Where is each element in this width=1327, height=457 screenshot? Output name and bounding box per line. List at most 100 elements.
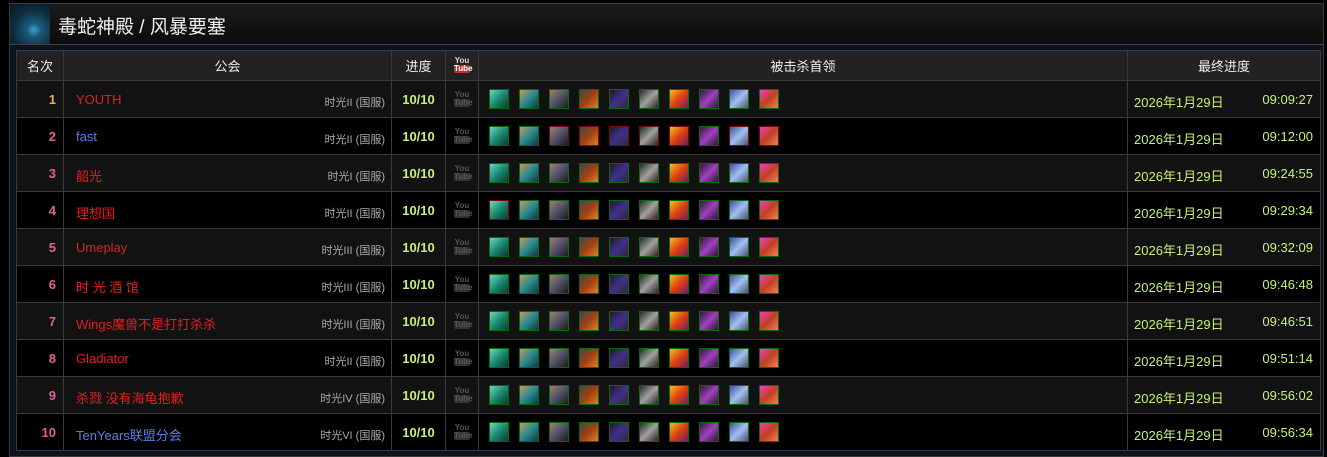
boss-10-icon[interactable] xyxy=(759,163,779,183)
boss-6-icon[interactable] xyxy=(639,274,659,294)
boss-8-icon[interactable] xyxy=(699,126,719,146)
boss-8-icon[interactable] xyxy=(699,385,719,405)
boss-2-icon[interactable] xyxy=(519,348,539,368)
boss-6-icon[interactable] xyxy=(639,385,659,405)
boss-4-icon[interactable] xyxy=(579,200,599,220)
boss-4-icon[interactable] xyxy=(579,311,599,331)
boss-8-icon[interactable] xyxy=(699,311,719,331)
boss-7-icon[interactable] xyxy=(669,274,689,294)
guild-link[interactable]: Gladiator xyxy=(76,351,129,366)
boss-8-icon[interactable] xyxy=(699,348,719,368)
boss-10-icon[interactable] xyxy=(759,311,779,331)
boss-5-icon[interactable] xyxy=(609,126,629,146)
guild-link[interactable]: TenYears联盟分会 xyxy=(76,428,182,443)
boss-1-icon[interactable] xyxy=(489,237,509,257)
boss-5-icon[interactable] xyxy=(609,311,629,331)
boss-8-icon[interactable] xyxy=(699,163,719,183)
boss-1-icon[interactable] xyxy=(489,348,509,368)
boss-6-icon[interactable] xyxy=(639,200,659,220)
boss-4-icon[interactable] xyxy=(579,237,599,257)
boss-5-icon[interactable] xyxy=(609,385,629,405)
boss-10-icon[interactable] xyxy=(759,385,779,405)
youtube-icon[interactable]: You Tube xyxy=(454,422,473,440)
boss-9-icon[interactable] xyxy=(729,126,749,146)
boss-2-icon[interactable] xyxy=(519,89,539,109)
boss-5-icon[interactable] xyxy=(609,89,629,109)
boss-1-icon[interactable] xyxy=(489,385,509,405)
boss-9-icon[interactable] xyxy=(729,163,749,183)
boss-1-icon[interactable] xyxy=(489,274,509,294)
boss-6-icon[interactable] xyxy=(639,237,659,257)
boss-3-icon[interactable] xyxy=(549,126,569,146)
boss-4-icon[interactable] xyxy=(579,274,599,294)
boss-7-icon[interactable] xyxy=(669,385,689,405)
boss-1-icon[interactable] xyxy=(489,200,509,220)
boss-8-icon[interactable] xyxy=(699,89,719,109)
boss-7-icon[interactable] xyxy=(669,200,689,220)
guild-link[interactable]: 理想国 xyxy=(76,206,116,221)
boss-1-icon[interactable] xyxy=(489,163,509,183)
boss-2-icon[interactable] xyxy=(519,311,539,331)
boss-7-icon[interactable] xyxy=(669,422,689,442)
boss-3-icon[interactable] xyxy=(549,311,569,331)
boss-1-icon[interactable] xyxy=(489,89,509,109)
youtube-icon[interactable]: You Tube xyxy=(454,385,473,403)
boss-6-icon[interactable] xyxy=(639,311,659,331)
boss-4-icon[interactable] xyxy=(579,89,599,109)
boss-2-icon[interactable] xyxy=(519,237,539,257)
boss-3-icon[interactable] xyxy=(549,274,569,294)
guild-link[interactable]: fast xyxy=(76,129,97,144)
boss-2-icon[interactable] xyxy=(519,274,539,294)
boss-9-icon[interactable] xyxy=(729,200,749,220)
boss-2-icon[interactable] xyxy=(519,422,539,442)
youtube-icon[interactable]: You Tube xyxy=(454,237,473,255)
boss-3-icon[interactable] xyxy=(549,89,569,109)
youtube-icon[interactable]: You Tube xyxy=(454,200,473,218)
boss-7-icon[interactable] xyxy=(669,348,689,368)
boss-10-icon[interactable] xyxy=(759,237,779,257)
boss-3-icon[interactable] xyxy=(549,237,569,257)
boss-5-icon[interactable] xyxy=(609,348,629,368)
boss-2-icon[interactable] xyxy=(519,126,539,146)
boss-6-icon[interactable] xyxy=(639,348,659,368)
boss-6-icon[interactable] xyxy=(639,422,659,442)
boss-9-icon[interactable] xyxy=(729,89,749,109)
boss-8-icon[interactable] xyxy=(699,274,719,294)
boss-4-icon[interactable] xyxy=(579,422,599,442)
boss-2-icon[interactable] xyxy=(519,385,539,405)
boss-10-icon[interactable] xyxy=(759,126,779,146)
boss-6-icon[interactable] xyxy=(639,163,659,183)
boss-6-icon[interactable] xyxy=(639,126,659,146)
youtube-icon[interactable]: You Tube xyxy=(454,274,473,292)
boss-1-icon[interactable] xyxy=(489,422,509,442)
boss-5-icon[interactable] xyxy=(609,237,629,257)
boss-8-icon[interactable] xyxy=(699,422,719,442)
youtube-icon[interactable]: You Tube xyxy=(454,89,473,107)
boss-10-icon[interactable] xyxy=(759,348,779,368)
boss-4-icon[interactable] xyxy=(579,348,599,368)
boss-7-icon[interactable] xyxy=(669,89,689,109)
boss-2-icon[interactable] xyxy=(519,163,539,183)
youtube-icon[interactable]: You Tube xyxy=(454,311,473,329)
boss-7-icon[interactable] xyxy=(669,237,689,257)
boss-9-icon[interactable] xyxy=(729,348,749,368)
boss-5-icon[interactable] xyxy=(609,200,629,220)
boss-4-icon[interactable] xyxy=(579,163,599,183)
boss-5-icon[interactable] xyxy=(609,422,629,442)
boss-2-icon[interactable] xyxy=(519,200,539,220)
youtube-icon[interactable]: You Tube xyxy=(454,163,473,181)
boss-8-icon[interactable] xyxy=(699,237,719,257)
boss-5-icon[interactable] xyxy=(609,163,629,183)
boss-9-icon[interactable] xyxy=(729,311,749,331)
boss-1-icon[interactable] xyxy=(489,126,509,146)
boss-9-icon[interactable] xyxy=(729,385,749,405)
boss-9-icon[interactable] xyxy=(729,237,749,257)
guild-link[interactable]: 时 光 酒 馆 xyxy=(76,280,139,295)
boss-9-icon[interactable] xyxy=(729,274,749,294)
boss-3-icon[interactable] xyxy=(549,200,569,220)
boss-8-icon[interactable] xyxy=(699,200,719,220)
boss-10-icon[interactable] xyxy=(759,422,779,442)
boss-6-icon[interactable] xyxy=(639,89,659,109)
boss-10-icon[interactable] xyxy=(759,89,779,109)
guild-link[interactable]: Wings魔兽不是打打杀杀 xyxy=(76,317,217,332)
